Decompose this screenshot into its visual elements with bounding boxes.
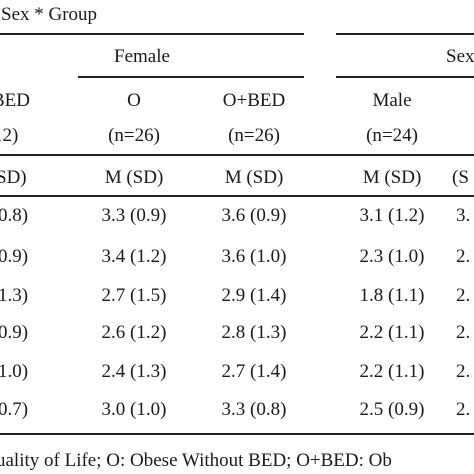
col-n-bed: 12): [0, 125, 19, 146]
cell: 3.6 (1.0): [221, 246, 287, 267]
cell: 2.: [456, 322, 471, 343]
col-stat-bed: SD): [0, 167, 27, 188]
cell: 2.: [456, 246, 471, 267]
group-rule-sex: [336, 76, 474, 78]
top-rule-left: [0, 33, 304, 35]
cell: 1.3): [0, 285, 29, 306]
cell: 3.6 (0.9): [221, 205, 287, 226]
cell: 2.7 (1.4): [221, 361, 287, 382]
col-stat-extra: (S: [452, 167, 469, 188]
col-name-male: Male: [372, 90, 412, 111]
cell: 2.: [456, 399, 471, 420]
col-stat-obed: M (SD): [224, 167, 284, 188]
group-header-sex: Sex: [446, 46, 474, 67]
cell: 2.: [456, 361, 471, 382]
cell: 2.: [456, 285, 471, 306]
cell: 3.3 (0.8): [221, 399, 287, 420]
cell: 3.1 (1.2): [359, 205, 425, 226]
cell: 2.7 (1.5): [101, 285, 167, 306]
col-stat-o: M (SD): [104, 167, 164, 188]
cell: 3.4 (1.2): [101, 246, 167, 267]
cell: 2.2 (1.1): [359, 322, 425, 343]
cell: 2.5 (0.9): [359, 399, 425, 420]
cell: 3.0 (1.0): [101, 399, 167, 420]
cell: 3.: [456, 205, 471, 226]
cell: 3.3 (0.9): [101, 205, 167, 226]
group-header-female: Female: [114, 46, 170, 67]
col-stat-male: M (SD): [362, 167, 422, 188]
col-n-obed: (n=26): [228, 125, 280, 146]
top-rule-right: [336, 33, 474, 35]
col-name-o: O: [127, 90, 141, 111]
group-rule-female: [78, 76, 304, 78]
table-bottom-rule: [0, 433, 474, 435]
col-name-obed: O+BED: [222, 90, 286, 111]
cell: 2.9 (1.4): [221, 285, 287, 306]
cell: 0.7): [0, 399, 29, 420]
cell: 0.8): [0, 205, 29, 226]
top-header: Sex * Group: [1, 4, 98, 25]
stat-rule-bottom: [0, 195, 474, 197]
cell: 0.9): [0, 322, 29, 343]
cell: 2.2 (1.1): [359, 361, 425, 382]
col-n-o: (n=26): [108, 125, 160, 146]
col-name-bed: BED: [0, 90, 30, 111]
cell: 2.8 (1.3): [221, 322, 287, 343]
cell: 0.9): [0, 246, 29, 267]
cell: 2.3 (1.0): [359, 246, 425, 267]
cell: 1.8 (1.1): [359, 285, 425, 306]
cell: 2.4 (1.3): [101, 361, 167, 382]
col-n-male: (n=24): [366, 125, 418, 146]
table-footnote: uality of Life; O: Obese Without BED; O+…: [0, 450, 392, 471]
cell: 2.6 (1.2): [101, 322, 167, 343]
cell: 1.0): [0, 361, 29, 382]
stat-rule-top: [0, 154, 474, 156]
